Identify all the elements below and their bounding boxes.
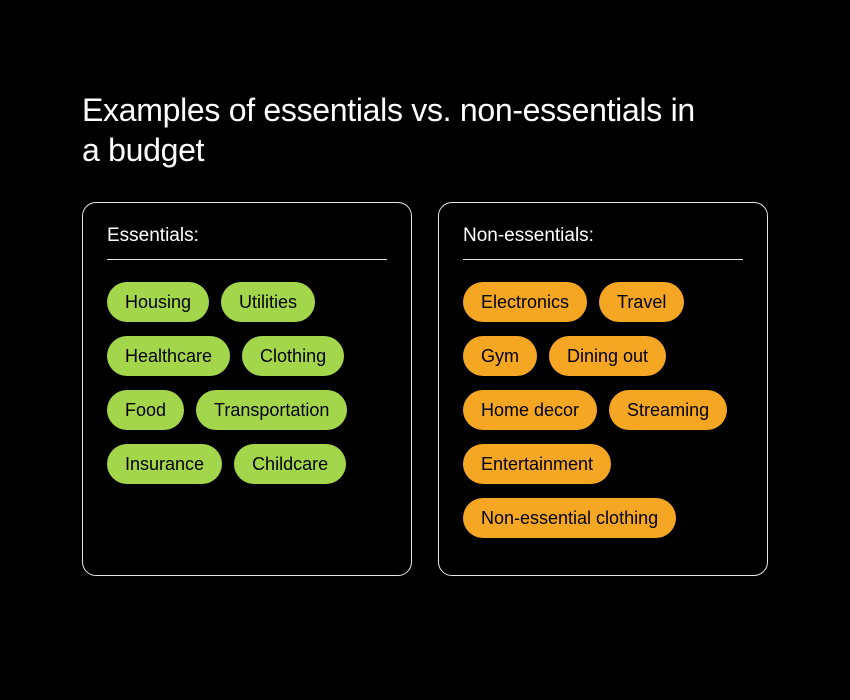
pill-item: Housing: [107, 282, 209, 322]
pill-list-essentials: Housing Utilities Healthcare Clothing Fo…: [107, 282, 387, 484]
pill-item: Insurance: [107, 444, 222, 484]
pill-item: Dining out: [549, 336, 666, 376]
pill-item: Non-essential clothing: [463, 498, 676, 538]
pill-item: Healthcare: [107, 336, 230, 376]
pill-item: Clothing: [242, 336, 344, 376]
pill-item: Electronics: [463, 282, 587, 322]
card-essentials: Essentials: Housing Utilities Healthcare…: [82, 202, 412, 576]
pill-list-non-essentials: Electronics Travel Gym Dining out Home d…: [463, 282, 743, 538]
pill-item: Entertainment: [463, 444, 611, 484]
pill-item: Transportation: [196, 390, 347, 430]
card-header: Non-essentials:: [463, 225, 743, 260]
card-non-essentials: Non-essentials: Electronics Travel Gym D…: [438, 202, 768, 576]
infographic-page: Examples of essentials vs. non-essential…: [0, 0, 850, 616]
page-title: Examples of essentials vs. non-essential…: [82, 90, 702, 170]
pill-item: Home decor: [463, 390, 597, 430]
pill-item: Travel: [599, 282, 684, 322]
pill-item: Utilities: [221, 282, 315, 322]
pill-item: Gym: [463, 336, 537, 376]
cards-row: Essentials: Housing Utilities Healthcare…: [82, 202, 768, 576]
pill-item: Streaming: [609, 390, 727, 430]
pill-item: Childcare: [234, 444, 346, 484]
pill-item: Food: [107, 390, 184, 430]
card-header: Essentials:: [107, 225, 387, 260]
